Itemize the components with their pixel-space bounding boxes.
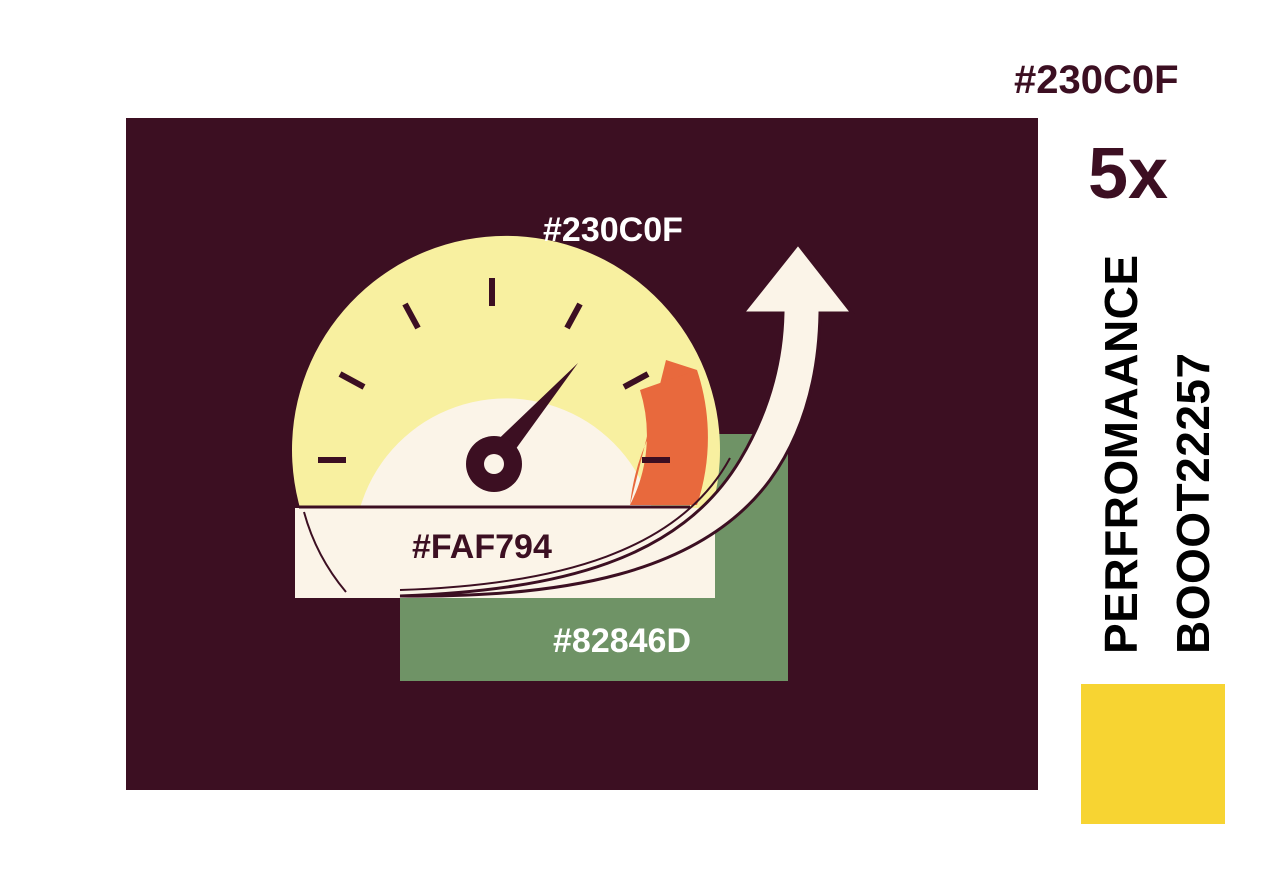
yellow-swatch bbox=[1081, 684, 1225, 824]
multiplier-text: 5x bbox=[1088, 134, 1169, 214]
vertical-title-line-2: BOOOT22257 bbox=[1167, 352, 1219, 654]
header-color-code: #230C0F bbox=[1014, 58, 1179, 102]
vertical-title-line-1: PERFROMAANCE bbox=[1095, 254, 1147, 654]
upward-arrow-icon bbox=[399, 241, 856, 598]
green-color-label: #82846D bbox=[553, 622, 692, 660]
gauge-color-label: #FAF794 bbox=[412, 528, 552, 566]
top-color-label: #230C0F bbox=[543, 211, 683, 249]
speedometer-icon bbox=[292, 235, 720, 598]
